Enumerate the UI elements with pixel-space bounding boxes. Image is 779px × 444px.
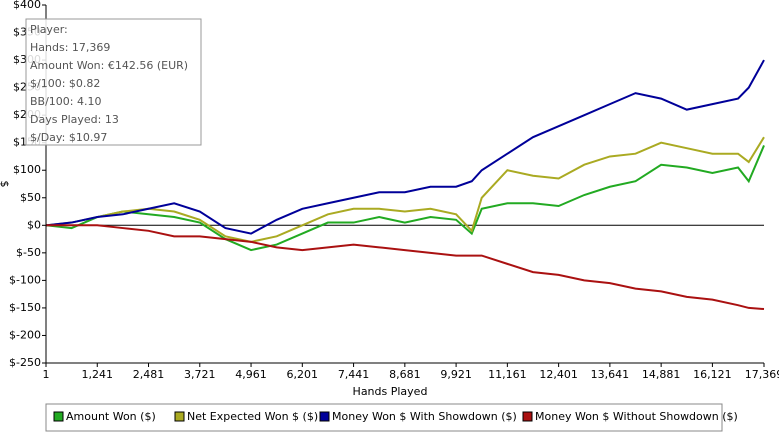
info-line: $/Day: $10.97 xyxy=(30,131,107,144)
y-axis-label: $ xyxy=(0,181,11,188)
legend-swatch xyxy=(174,411,185,422)
series-line xyxy=(45,145,765,252)
x-tick-label: 9,921 xyxy=(440,368,472,381)
x-tick-label: 2,481 xyxy=(133,368,165,381)
y-tick-label: $100 xyxy=(13,163,41,176)
info-line: BB/100: 4.10 xyxy=(30,95,102,108)
y-tick-label: $0 xyxy=(27,218,41,231)
y-tick-label: $-100 xyxy=(9,273,41,286)
x-axis-label: Hands Played xyxy=(353,385,428,398)
info-line: Player: xyxy=(30,23,68,36)
legend-swatch xyxy=(53,411,64,422)
x-tick-label: 17,369 xyxy=(745,368,779,381)
x-tick-label: 8,681 xyxy=(389,368,421,381)
legend-box xyxy=(45,403,723,432)
x-tick-label: 12,401 xyxy=(539,368,578,381)
y-tick-label: $50 xyxy=(20,191,41,204)
x-tick-label: 14,881 xyxy=(642,368,681,381)
y-tick-label: $-50 xyxy=(16,246,41,259)
series-line xyxy=(46,224,765,311)
x-tick-label: 3,721 xyxy=(184,368,216,381)
info-line: $/100: $0.82 xyxy=(30,77,100,90)
legend-swatch xyxy=(319,411,330,422)
series-line xyxy=(45,59,765,235)
y-tick-label: $-200 xyxy=(9,328,41,341)
y-tick-label: $-250 xyxy=(9,356,41,369)
x-tick-label: 1,241 xyxy=(82,368,114,381)
x-tick-label: 1 xyxy=(43,368,50,381)
info-line: Amount Won: €142.56 (EUR) xyxy=(30,59,188,72)
series-line xyxy=(45,136,765,243)
legend-label: Money Won $ Without Showdown ($) xyxy=(535,410,738,423)
info-box-frame xyxy=(25,18,202,146)
info-box: Player: Hands: 17,369 Amount Won: €142.56 … xyxy=(25,18,202,146)
x-tick-label: 13,641 xyxy=(591,368,630,381)
info-line: Hands: 17,369 xyxy=(30,41,110,54)
legend-label: Money Won $ With Showdown ($) xyxy=(332,410,517,423)
legend-label: Amount Won ($) xyxy=(66,410,156,423)
legend-swatch xyxy=(522,411,533,422)
x-tick-label: 16,121 xyxy=(693,368,732,381)
y-tick-label: $-150 xyxy=(9,301,41,314)
legend-label: Net Expected Won $ ($) xyxy=(187,410,318,423)
info-line: Days Played: 13 xyxy=(30,113,119,126)
y-tick-label: $400 xyxy=(13,0,41,11)
x-tick-label: 6,201 xyxy=(287,368,319,381)
x-tick-label: 4,961 xyxy=(235,368,267,381)
x-tick-label: 11,161 xyxy=(488,368,527,381)
x-tick-label: 7,441 xyxy=(338,368,370,381)
